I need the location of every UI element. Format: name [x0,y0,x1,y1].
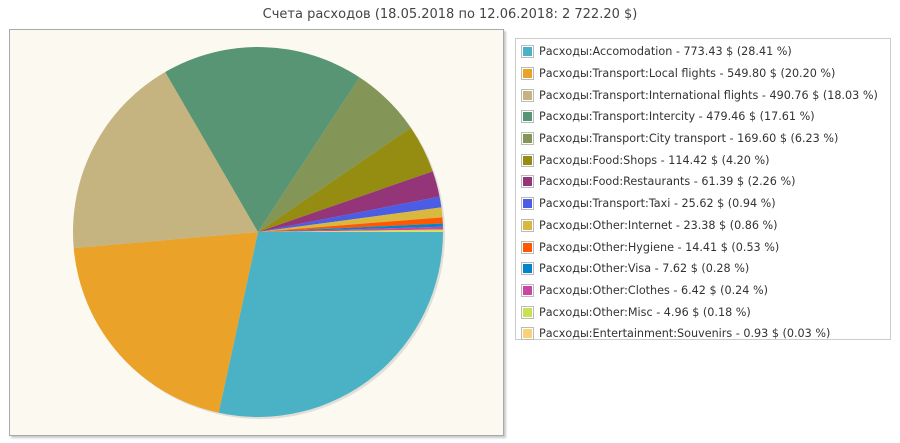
legend-item: Расходы:Other:Misc - 4.96 $ (0.18 %) [516,301,890,323]
pie-slice[interactable] [258,127,433,232]
legend-item: Расходы:Accomodation - 773.43 $ (28.41 %… [516,41,890,63]
legend-item: Расходы:Other:Visa - 7.62 $ (0.28 %) [516,258,890,280]
legend-swatch [521,240,534,254]
legend-label: Расходы:Transport:International flights … [539,88,878,102]
pie-slice[interactable] [258,196,442,232]
legend-swatch [521,283,534,297]
legend-swatch [521,175,534,189]
chart-legend: Расходы:Accomodation - 773.43 $ (28.41 %… [515,38,891,341]
legend-item: Расходы:Transport:Intercity - 479.46 $ (… [516,106,890,128]
legend-item: Расходы:Transport:International flights … [516,84,890,106]
pie-slice[interactable] [258,217,443,232]
legend-item: Расходы:Other:Hygiene - 14.41 $ (0.53 %) [516,236,890,258]
chart-title: Счета расходов (18.05.2018 по 12.06.2018… [262,7,638,22]
pie-slice[interactable] [218,232,443,417]
legend-item: Расходы:Entertainment:Souvenirs - 0.93 $… [516,323,890,345]
pie-slice[interactable] [165,47,360,232]
legend-label: Расходы:Other:Clothes - 6.42 $ (0.24 %) [539,283,768,297]
legend-label: Расходы:Transport:Intercity - 479.46 $ (… [539,110,815,124]
legend-label: Расходы:Other:Misc - 4.96 $ (0.18 %) [539,305,751,319]
pie-slice[interactable] [258,226,443,232]
legend-label: Расходы:Accomodation - 773.43 $ (28.41 %… [539,45,792,59]
legend-item: Расходы:Other:Internet - 23.38 $ (0.86 %… [516,215,890,237]
pie-slice[interactable] [258,77,411,232]
legend-label: Расходы:Transport:Local flights - 549.80… [539,67,836,81]
legend-label: Расходы:Transport:Taxi - 25.62 $ (0.94 %… [539,197,776,211]
legend-label: Расходы:Entertainment:Souvenirs - 0.93 $… [539,327,831,341]
legend-item: Расходы:Transport:Taxi - 25.62 $ (0.94 %… [516,193,890,215]
pie-slice[interactable] [258,229,443,232]
pie-slice[interactable] [258,207,443,232]
legend-label: Расходы:Other:Internet - 23.38 $ (0.86 %… [539,218,778,232]
legend-label: Расходы:Food:Shops - 114.42 $ (4.20 %) [539,153,770,167]
legend-swatch [521,218,534,232]
legend-item: Расходы:Other:Clothes - 6.42 $ (0.24 %) [516,280,890,302]
legend-item: Расходы:Food:Shops - 114.42 $ (4.20 %) [516,149,890,171]
legend-swatch [521,197,534,211]
pie-slice[interactable] [73,71,258,249]
legend-item: Расходы:Food:Restaurants - 61.39 $ (2.26… [516,171,890,193]
legend-label: Расходы:Food:Restaurants - 61.39 $ (2.26… [539,175,796,189]
pie-slice[interactable] [258,223,443,232]
pie-chart [73,47,445,419]
legend-swatch [521,88,534,102]
legend-item: Расходы:Transport:City transport - 169.6… [516,128,890,150]
legend-label: Расходы:Other:Hygiene - 14.41 $ (0.53 %) [539,240,780,254]
pie-slice[interactable] [258,171,440,232]
plot-area [9,29,504,436]
legend-swatch [521,132,534,146]
pie-slice[interactable] [73,232,259,413]
legend-swatch [521,110,534,124]
legend-swatch [521,327,534,341]
legend-label: Расходы:Transport:City transport - 169.6… [539,132,839,146]
legend-swatch [521,262,534,276]
legend-label: Расходы:Other:Visa - 7.62 $ (0.28 %) [539,262,750,276]
legend-swatch [521,67,534,81]
legend-item: Расходы:Transport:Local flights - 549.80… [516,63,890,85]
legend-swatch [521,45,534,59]
legend-swatch [521,153,534,167]
legend-swatch [521,305,534,319]
